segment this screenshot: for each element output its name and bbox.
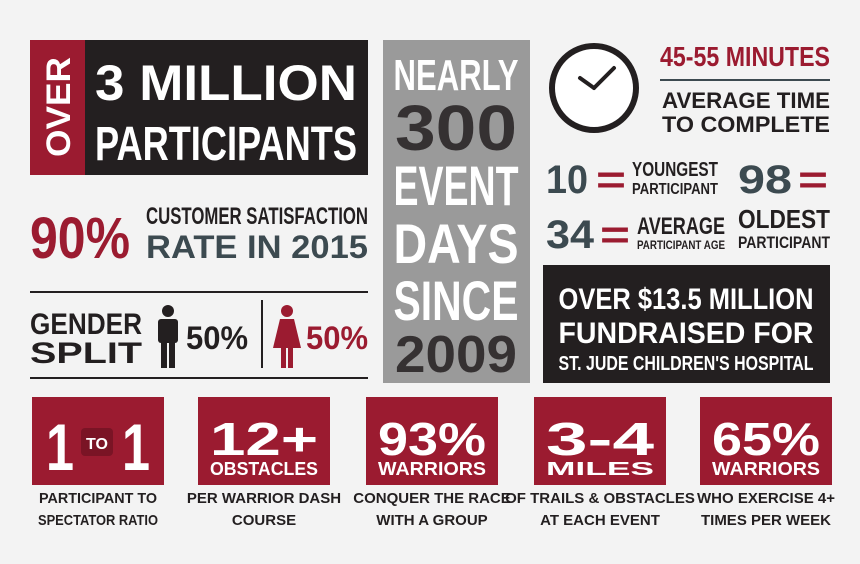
stat-box bbox=[534, 397, 666, 485]
stat-box bbox=[700, 397, 832, 485]
time-line: TO COMPLETE bbox=[662, 112, 830, 137]
age-label: PARTICIPANT bbox=[738, 233, 830, 252]
stat-sublabel: WARRIORS bbox=[712, 459, 820, 479]
stat-sublabel: WARRIORS bbox=[378, 459, 486, 479]
male-share: 50% bbox=[186, 320, 248, 356]
age-value: 10 bbox=[546, 158, 588, 202]
male-icon bbox=[158, 305, 178, 368]
gender-label: GENDER bbox=[30, 308, 142, 341]
ratio-middle: TO bbox=[86, 436, 108, 453]
caption: WHO EXERCISE 4+ bbox=[697, 490, 835, 507]
black-box bbox=[85, 40, 368, 175]
stat-value: 65% bbox=[712, 413, 820, 465]
age-label: OLDEST bbox=[738, 204, 830, 234]
stat-value: 12+ bbox=[210, 413, 318, 465]
stat-value: 93% bbox=[378, 413, 486, 465]
caption: WITH A GROUP bbox=[376, 512, 487, 529]
age-label: PARTICIPANT AGE bbox=[637, 238, 725, 252]
female-icon bbox=[273, 305, 301, 368]
female-share: 50% bbox=[306, 320, 368, 356]
headline: 3 MILLION bbox=[95, 55, 357, 111]
caption: TIMES PER WEEK bbox=[701, 512, 831, 529]
stat-sublabel: MILES bbox=[546, 459, 654, 479]
caption: PER WARRIOR DASH bbox=[187, 490, 341, 507]
fundraising-line: ST. JUDE CHILDREN'S HOSPITAL bbox=[559, 353, 814, 375]
events-line: EVENT bbox=[394, 154, 519, 217]
caption: SPECTATOR RATIO bbox=[38, 512, 158, 529]
equals: = bbox=[600, 213, 630, 257]
ratio-number: 1 bbox=[122, 410, 150, 484]
equals: = bbox=[596, 158, 626, 202]
satisfaction-line: RATE IN 2015 bbox=[146, 229, 368, 265]
events-line: 2009 bbox=[395, 326, 517, 384]
events-line: SINCE bbox=[394, 269, 519, 332]
clock-icon bbox=[549, 43, 639, 133]
gender-label: SPLIT bbox=[30, 337, 142, 370]
satisfaction-line: CUSTOMER SATISFACTION bbox=[146, 203, 368, 230]
fundraising-line: OVER $13.5 MILLION bbox=[559, 283, 814, 316]
time-headline: 45-55 MINUTES bbox=[660, 41, 830, 72]
ratio-badge bbox=[81, 428, 113, 456]
fundraising-box bbox=[543, 265, 830, 383]
events-line: DAYS bbox=[394, 212, 519, 275]
events-line: 300 bbox=[395, 92, 517, 164]
age-label: YOUNGEST bbox=[632, 159, 718, 181]
caption: OF TRAILS & OBSTACLES bbox=[505, 490, 695, 507]
age-value: 34 bbox=[546, 213, 595, 257]
prefix: OVER bbox=[40, 57, 78, 157]
caption: COURSE bbox=[232, 512, 296, 529]
red-strip bbox=[30, 40, 85, 175]
stat-sublabel: OBSTACLES bbox=[210, 459, 318, 479]
caption: CONQUER THE RACE bbox=[353, 490, 511, 507]
age-label: AVERAGE bbox=[637, 213, 725, 240]
equals: = bbox=[798, 158, 828, 202]
satisfaction-value: 90% bbox=[30, 206, 130, 271]
fundraising-line: FUNDRAISED FOR bbox=[559, 317, 814, 350]
caption: AT EACH EVENT bbox=[540, 512, 660, 529]
stat-box bbox=[198, 397, 330, 485]
caption: PARTICIPANT TO bbox=[39, 490, 157, 507]
age-value: 98 bbox=[738, 158, 792, 202]
time-line: AVERAGE TIME bbox=[662, 88, 830, 113]
stat-value: 3-4 bbox=[546, 413, 655, 465]
ratio-number: 1 bbox=[46, 410, 74, 484]
events-line: NEARLY bbox=[394, 51, 519, 100]
age-label: PARTICIPANT bbox=[632, 181, 718, 198]
stat-box bbox=[366, 397, 498, 485]
events-box bbox=[383, 40, 530, 383]
label: PARTICIPANTS bbox=[95, 118, 357, 171]
